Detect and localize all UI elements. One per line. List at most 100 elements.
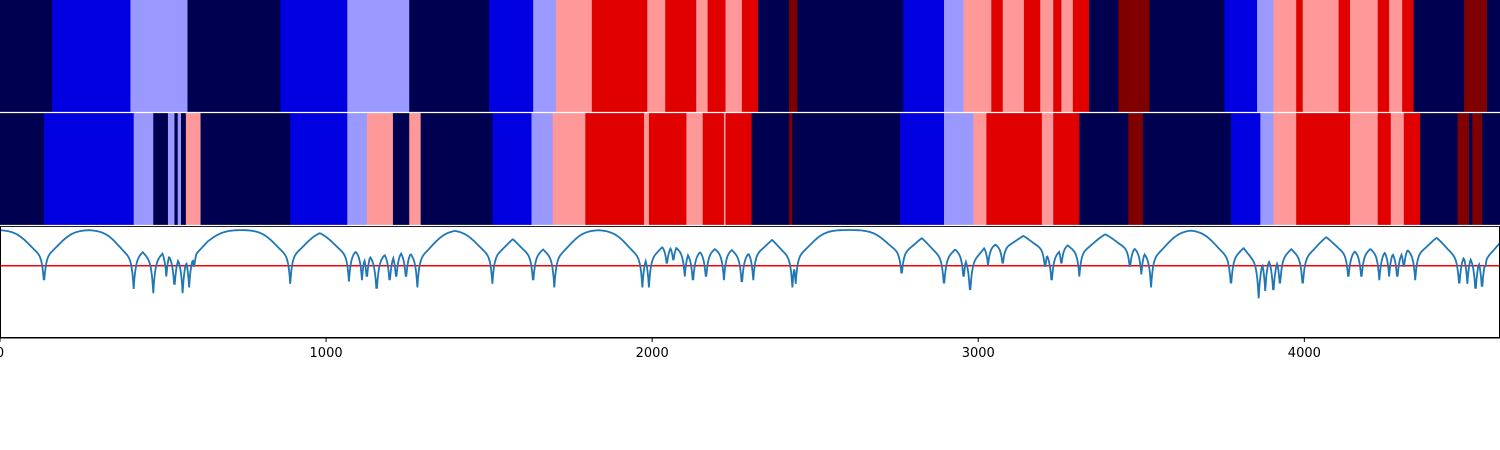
heatmap-cell xyxy=(552,113,586,225)
heatmap-cell xyxy=(0,113,45,225)
heatmap-cell xyxy=(725,113,752,225)
heatmap-cell xyxy=(585,113,645,225)
heatmap-cell xyxy=(1224,0,1258,112)
heatmap-cell xyxy=(702,113,725,225)
heatmap-cell xyxy=(1302,0,1339,112)
heatmap-cell xyxy=(723,113,726,225)
heatmap-cell xyxy=(366,113,394,225)
heatmap-cell xyxy=(789,113,793,225)
heatmap-cell xyxy=(1053,0,1062,112)
heatmap-cell xyxy=(900,113,945,225)
heatmap-cell xyxy=(758,0,790,112)
heatmap-cell xyxy=(1061,0,1074,112)
heatmap-cell xyxy=(44,113,135,225)
x-axis: 0 1000 2000 3000 4000 xyxy=(0,337,1500,361)
heatmap-cell xyxy=(648,113,687,225)
heatmap-cell xyxy=(707,0,726,112)
heatmap-cell xyxy=(665,0,697,112)
heatmap-cell xyxy=(1149,0,1225,112)
heatmap-cell xyxy=(1464,0,1488,112)
heatmap-cell xyxy=(1390,113,1405,225)
heatmap-cell xyxy=(1403,113,1421,225)
heatmap-cell xyxy=(1420,113,1458,225)
heatmap-cell xyxy=(1142,113,1232,225)
heatmap-cell xyxy=(1472,113,1483,225)
heatmap-bottom xyxy=(0,113,1500,225)
heatmap-cell xyxy=(944,113,974,225)
heatmap-cell xyxy=(555,0,593,112)
heatmap-cell xyxy=(903,0,945,112)
heatmap-cell xyxy=(531,113,554,225)
heatmap-cell xyxy=(797,0,904,112)
heatmap-cell xyxy=(167,113,175,225)
heatmap-cell xyxy=(185,113,201,225)
heatmap-cell xyxy=(489,0,534,112)
heatmap-cell xyxy=(1257,0,1274,112)
heatmap-cell xyxy=(1230,113,1261,225)
heatmap-cell xyxy=(789,0,798,112)
heatmap-cell xyxy=(963,0,992,112)
heatmap-top xyxy=(0,0,1500,112)
heatmap-cell xyxy=(792,113,901,225)
score-line xyxy=(0,229,1500,299)
heatmap-cell xyxy=(1482,113,1500,225)
heatmap-cell xyxy=(751,113,790,225)
heatmap-cell xyxy=(686,113,704,225)
heatmap-cell xyxy=(1413,0,1465,112)
heatmap-cell xyxy=(1089,0,1119,112)
heatmap-cell xyxy=(591,0,648,112)
heatmap-cell xyxy=(973,113,987,225)
heatmap-cell xyxy=(130,0,188,112)
heatmap-cell xyxy=(1023,0,1041,112)
heatmap-cell xyxy=(177,113,182,225)
heatmap-cell xyxy=(1273,0,1297,112)
heatmap-cell xyxy=(347,0,410,112)
heatmap-cell xyxy=(1389,0,1403,112)
heatmap-cell xyxy=(1377,0,1390,112)
heatmap-cell xyxy=(647,0,666,112)
heatmap-cell xyxy=(944,0,964,112)
heatmap-cell xyxy=(174,113,179,225)
heatmap-cell xyxy=(52,0,131,112)
heatmap-cell xyxy=(1041,113,1054,225)
heatmap-cell xyxy=(1296,0,1304,112)
heatmap-cell xyxy=(741,0,759,112)
heatmap-cell xyxy=(492,113,532,225)
heatmap-cell xyxy=(1040,0,1054,112)
heatmap-cell xyxy=(1118,0,1150,112)
heatmap-cell xyxy=(180,113,187,225)
heatmap-cell xyxy=(696,0,708,112)
x-tick-label: 3000 xyxy=(962,346,995,361)
x-tick-label: 0 xyxy=(0,346,4,361)
heatmap-cell xyxy=(1002,0,1025,112)
heatmap-cell xyxy=(0,0,53,112)
heatmap-cell xyxy=(1350,0,1379,112)
heatmap-cell xyxy=(187,0,281,112)
heatmap-cell xyxy=(1457,113,1470,225)
heatmap-cell xyxy=(991,0,1004,112)
heatmap-cell xyxy=(1338,0,1351,112)
heatmap-cell xyxy=(533,0,557,112)
heatmap-cell xyxy=(986,113,1043,225)
heatmap-cell xyxy=(725,0,743,112)
heatmap-cell xyxy=(1273,113,1297,225)
heatmap-cell xyxy=(1296,113,1351,225)
heatmap-cell xyxy=(420,113,493,225)
x-tick-label: 1000 xyxy=(310,346,343,361)
line-panel xyxy=(0,229,1500,299)
heatmap-cell xyxy=(1072,0,1090,112)
heatmap-cell xyxy=(280,0,348,112)
heatmap-cell xyxy=(1469,113,1473,225)
x-tick-label: 2000 xyxy=(636,346,669,361)
heatmap-cell xyxy=(347,113,368,225)
heatmap-cell xyxy=(153,113,169,225)
heatmap-cell xyxy=(1128,113,1144,225)
heatmap-cell xyxy=(200,113,291,225)
heatmap-cell xyxy=(290,113,348,225)
heatmap-cell xyxy=(1053,113,1080,225)
heatmap-cell xyxy=(1079,113,1129,225)
heatmap-cell xyxy=(644,113,650,225)
heatmap-cell xyxy=(409,113,421,225)
heatmap-cell xyxy=(409,0,490,112)
